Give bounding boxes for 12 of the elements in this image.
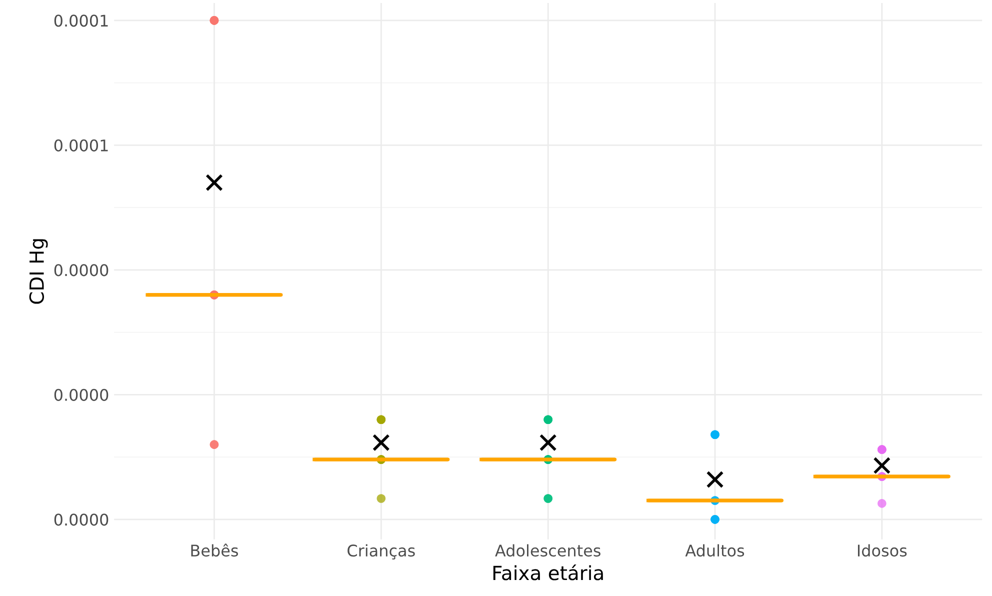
y-tick-label: 0.0000 bbox=[54, 388, 108, 401]
x-tick-label: Bebês bbox=[191, 544, 238, 557]
x-tick-label: Adultos bbox=[685, 544, 744, 557]
y-tick-label: 0.0000 bbox=[54, 514, 108, 526]
y-tick-label: 0.0001 bbox=[54, 14, 108, 27]
x-tick-label: Adolescentes bbox=[495, 544, 600, 557]
x-tick-label: Crianças bbox=[348, 544, 415, 560]
y-axis-title: CDI Hg bbox=[29, 239, 48, 304]
y-tick-label: 0.0001 bbox=[54, 139, 108, 152]
x-axis-title: Faixa etária bbox=[493, 564, 603, 580]
x-tick-label: Idosos bbox=[858, 544, 907, 557]
y-tick-label: 0.0000 bbox=[54, 264, 108, 276]
